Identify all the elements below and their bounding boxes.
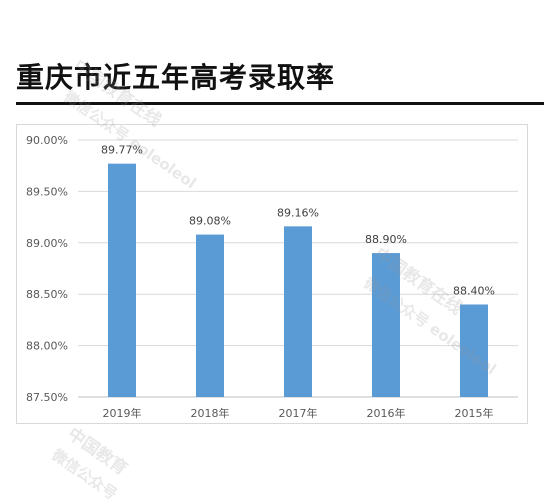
bar (460, 304, 488, 397)
data-label: 89.77% (101, 144, 143, 157)
bar (196, 234, 224, 397)
bar (108, 163, 136, 397)
y-tick-label: 90.00% (26, 134, 68, 147)
bar (372, 253, 400, 397)
page-title: 重庆市近五年高考录取率 (16, 61, 336, 94)
chart-frame (16, 124, 528, 424)
x-tick-label: 2017年 (279, 406, 318, 420)
y-tick-label: 89.00% (26, 237, 68, 250)
bar-chart: 87.50% 88.00% 88.50% 89.00% 89.50% 90.00% 89.7… (26, 134, 518, 420)
bar (284, 226, 312, 397)
x-tick-label: 2015年 (455, 406, 494, 420)
y-tick-label: 89.50% (26, 185, 68, 198)
y-tick-label: 88.50% (26, 288, 68, 301)
x-tick-label: 2018年 (191, 406, 230, 420)
x-tick-label: 2016年 (367, 406, 406, 420)
y-tick-label: 87.50% (26, 391, 68, 404)
data-label: 88.40% (453, 284, 495, 297)
data-label: 89.08% (189, 215, 231, 228)
title-divider (16, 102, 544, 105)
x-tick-label: 2019年 (103, 406, 142, 420)
y-tick-label: 88.00% (26, 340, 68, 353)
data-label: 88.90% (365, 233, 407, 246)
data-label: 89.16% (277, 206, 319, 219)
